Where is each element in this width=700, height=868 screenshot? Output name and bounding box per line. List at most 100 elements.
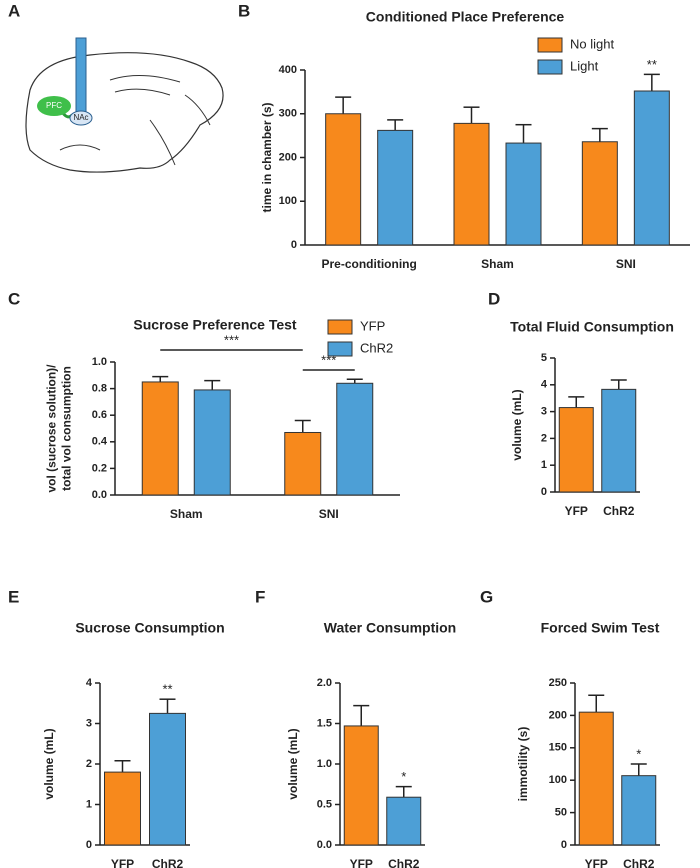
- legend-swatch: [537, 37, 563, 53]
- fiber-optic: [75, 37, 87, 113]
- bar: [578, 711, 614, 846]
- y-tick-label: 0.2: [92, 462, 107, 474]
- bar: [193, 389, 231, 496]
- brain-outline: [25, 52, 224, 173]
- legend-swatch: [327, 319, 353, 335]
- chart-title: Sucrose Consumption: [75, 620, 224, 636]
- legend-label: ChR2: [360, 340, 393, 355]
- x-tick-label: ChR2: [152, 857, 184, 868]
- y-axis-label: vol (sucrose solution)/: [45, 364, 59, 493]
- y-tick-label: 0.8: [92, 383, 107, 395]
- y-tick-label: 1: [86, 798, 92, 810]
- panel-letter: B: [238, 1, 250, 20]
- y-axis-label: total vol consumption: [60, 366, 74, 491]
- y-axis-label: immotility (s): [516, 727, 530, 802]
- x-tick-label: ChR2: [388, 857, 420, 868]
- brain-lines: [59, 74, 211, 166]
- y-tick-label: 2.0: [317, 677, 332, 689]
- y-axis-label: time in chamber (s): [260, 102, 274, 212]
- y-tick-label: 0: [561, 839, 567, 851]
- significance: *: [401, 769, 406, 784]
- y-tick-label: 100: [279, 195, 297, 207]
- bar: [621, 775, 657, 846]
- chart-title: Water Consumption: [324, 620, 456, 636]
- x-tick-label: Sham: [481, 257, 514, 271]
- bar: [505, 142, 542, 246]
- bar: [343, 725, 379, 846]
- y-axis-label: volume (mL): [286, 728, 300, 799]
- pfc-label: PFC: [46, 101, 62, 110]
- x-tick-label: YFP: [111, 857, 134, 868]
- y-tick-label: 3: [86, 717, 92, 729]
- y-tick-label: 3: [541, 406, 547, 418]
- bracket-label: ***: [321, 352, 336, 367]
- bar: [141, 381, 179, 496]
- bar: [284, 431, 322, 496]
- panel-letter: G: [480, 587, 493, 606]
- chart-title: Conditioned Place Preference: [366, 9, 565, 25]
- legend-label: No light: [570, 36, 614, 51]
- y-tick-label: 400: [279, 64, 297, 76]
- bar: [453, 122, 490, 246]
- brain-diagram: A PFC NAc: [8, 1, 224, 173]
- bar: [633, 90, 670, 246]
- bar: [558, 407, 594, 493]
- y-tick-label: 1: [541, 459, 547, 471]
- bar: [325, 113, 362, 246]
- y-tick-label: 5: [541, 352, 547, 364]
- y-tick-label: 200: [549, 709, 567, 721]
- y-tick-label: 50: [555, 807, 567, 819]
- bar: [581, 141, 618, 246]
- y-tick-label: 0.6: [92, 409, 107, 421]
- panel-letter: D: [488, 289, 500, 308]
- y-tick-label: 0.5: [317, 798, 332, 810]
- bar: [377, 129, 414, 246]
- x-tick-label: Sham: [170, 507, 203, 521]
- y-tick-label: 0.0: [317, 839, 332, 851]
- y-tick-label: 150: [549, 742, 567, 754]
- panel-letter: C: [8, 289, 20, 308]
- x-tick-label: SNI: [616, 257, 636, 271]
- y-tick-label: 0.4: [92, 436, 108, 448]
- y-tick-label: 0: [86, 839, 92, 851]
- significance: **: [162, 682, 172, 697]
- nac-label: NAc: [73, 113, 88, 122]
- x-tick-label: YFP: [565, 504, 588, 518]
- y-axis-label: volume (mL): [510, 389, 524, 460]
- legend-label: Light: [570, 58, 599, 73]
- y-tick-label: 2: [541, 432, 547, 444]
- chart-title: Sucrose Preference Test: [133, 317, 296, 333]
- panel-letter: E: [8, 587, 19, 606]
- significance: *: [636, 746, 641, 761]
- y-tick-label: 1.5: [317, 717, 332, 729]
- y-tick-label: 2: [86, 758, 92, 770]
- y-tick-label: 1.0: [317, 758, 332, 770]
- bar: [601, 388, 637, 493]
- legend-swatch: [537, 59, 563, 75]
- legend-label: YFP: [360, 318, 385, 333]
- x-tick-label: SNI: [319, 507, 339, 521]
- y-tick-label: 300: [279, 108, 297, 120]
- legend-swatch: [327, 341, 353, 357]
- panel-letter: F: [255, 587, 265, 606]
- y-tick-label: 100: [549, 774, 567, 786]
- x-tick-label: ChR2: [623, 857, 655, 868]
- chart-title: Forced Swim Test: [541, 620, 660, 636]
- y-tick-label: 4: [86, 677, 93, 689]
- bar: [104, 771, 141, 846]
- nac-region: [69, 110, 93, 126]
- bracket-label: ***: [224, 332, 239, 347]
- panel-letter: A: [8, 1, 20, 20]
- y-tick-label: 1.0: [92, 356, 107, 368]
- bar: [386, 796, 422, 846]
- x-tick-label: Pre-conditioning: [322, 257, 417, 271]
- x-tick-label: YFP: [585, 857, 608, 868]
- y-tick-label: 250: [549, 677, 567, 689]
- y-axis-label: volume (mL): [42, 728, 56, 799]
- y-tick-label: 0: [291, 239, 297, 251]
- chart-title: Total Fluid Consumption: [510, 319, 674, 335]
- pfc-region: [37, 96, 71, 116]
- y-tick-label: 0.0: [92, 489, 107, 501]
